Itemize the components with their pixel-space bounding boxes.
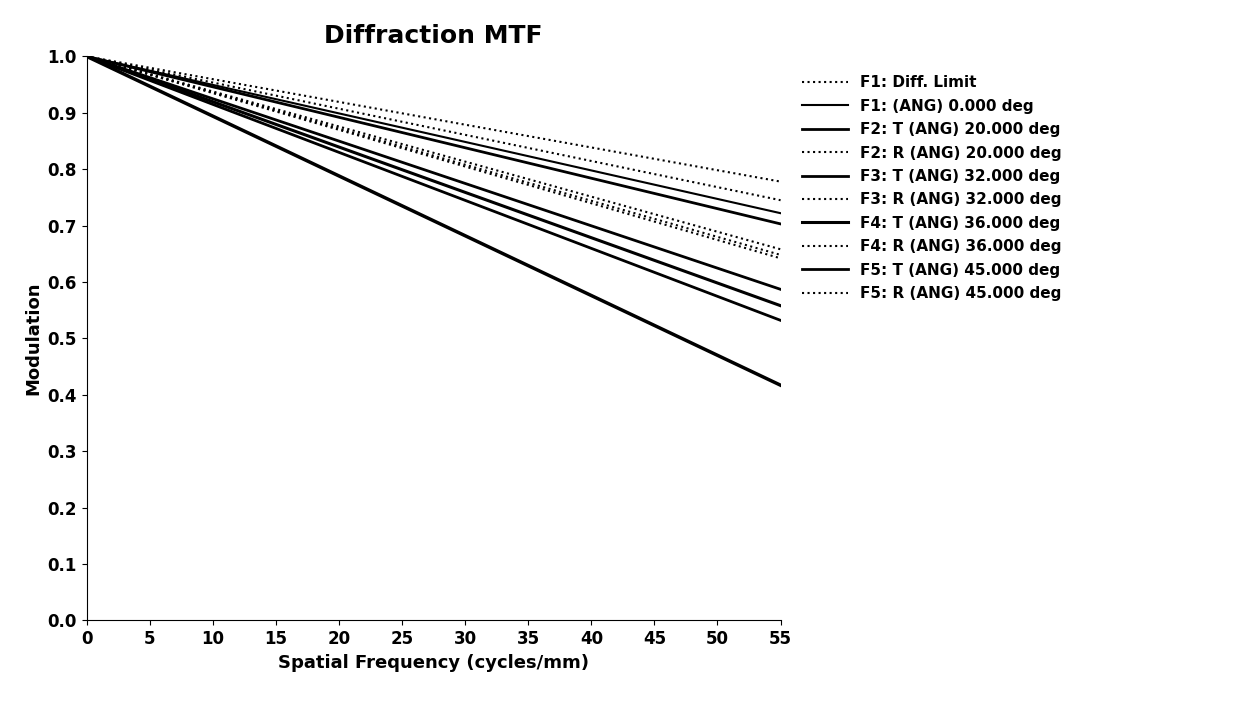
Legend: F1: Diff. Limit, F1: (ANG) 0.000 deg, F2: T (ANG) 20.000 deg, F2: R (ANG) 20.000: F1: Diff. Limit, F1: (ANG) 0.000 deg, F2… bbox=[802, 75, 1062, 301]
Title: Diffraction MTF: Diffraction MTF bbox=[325, 23, 543, 47]
Y-axis label: Modulation: Modulation bbox=[24, 282, 42, 395]
X-axis label: Spatial Frequency (cycles/mm): Spatial Frequency (cycles/mm) bbox=[278, 654, 590, 672]
